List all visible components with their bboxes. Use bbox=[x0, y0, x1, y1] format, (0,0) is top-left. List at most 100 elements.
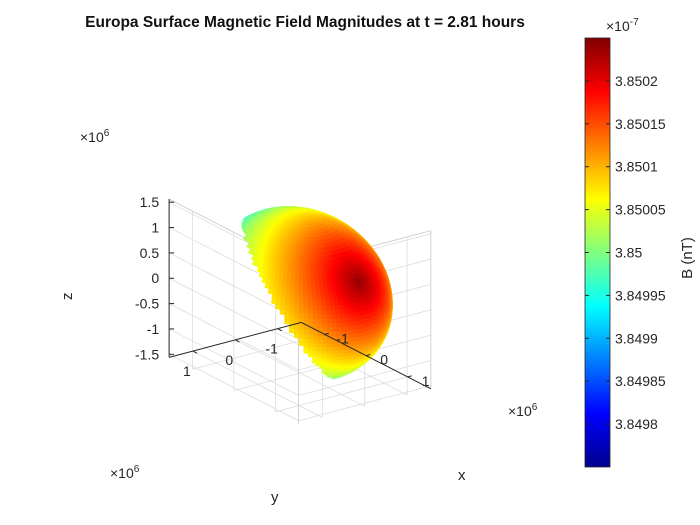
surface-patch bbox=[308, 330, 314, 336]
surface-patch bbox=[311, 356, 318, 361]
surface-patch bbox=[303, 299, 309, 305]
sphere-surface bbox=[241, 206, 393, 380]
surface-patch bbox=[307, 290, 313, 297]
z-tick-label: -1 bbox=[147, 321, 160, 337]
surface-patch bbox=[302, 267, 308, 274]
surface-patch bbox=[308, 313, 314, 319]
surface-patch bbox=[296, 239, 300, 244]
x-tick-label: 0 bbox=[380, 352, 388, 368]
x-axis-exponent: ×106 bbox=[508, 402, 538, 419]
surface-patch bbox=[316, 353, 323, 358]
colorbar-tick-label: 3.8501 bbox=[615, 159, 658, 175]
surface-patch bbox=[331, 318, 337, 324]
y-tick bbox=[235, 339, 240, 343]
y-axis-exponent: ×106 bbox=[110, 464, 140, 481]
surface-patch bbox=[312, 309, 319, 315]
surface-patch bbox=[330, 346, 337, 352]
surface-patch bbox=[325, 350, 332, 355]
surface-patch bbox=[294, 275, 300, 282]
surface-patch bbox=[298, 285, 304, 291]
surface-patch bbox=[317, 339, 324, 344]
surface-patch bbox=[312, 346, 319, 351]
surface-patch bbox=[344, 321, 350, 327]
surface-patch bbox=[308, 346, 314, 351]
surface-patch bbox=[312, 313, 319, 319]
surface-patch bbox=[317, 313, 324, 320]
surface-patch bbox=[295, 262, 300, 269]
y-tick bbox=[277, 328, 283, 332]
surface-patch bbox=[307, 299, 314, 306]
surface-patch bbox=[326, 313, 333, 320]
surface-patch bbox=[296, 246, 300, 252]
surface-patch bbox=[303, 317, 309, 323]
z-tick-label: 0.5 bbox=[140, 245, 160, 261]
surface-patch bbox=[326, 339, 333, 344]
surface-patch bbox=[331, 322, 338, 328]
surface-patch bbox=[317, 350, 323, 355]
surface-patch bbox=[322, 326, 329, 332]
surface-patch bbox=[302, 272, 308, 278]
surface-patch bbox=[308, 308, 314, 315]
surface-patch bbox=[312, 353, 318, 358]
surface-patch bbox=[317, 335, 324, 340]
z-tick-label: 1 bbox=[151, 220, 159, 236]
surface-patch bbox=[322, 339, 328, 344]
surface-patch bbox=[295, 266, 300, 273]
surface-patch bbox=[317, 309, 323, 315]
surface-patch bbox=[311, 290, 318, 297]
z-tick-label: 1.5 bbox=[140, 194, 160, 210]
surface-patch bbox=[299, 250, 303, 256]
surface-patch bbox=[326, 346, 332, 352]
surface-patch bbox=[321, 346, 328, 352]
surface-patch bbox=[298, 312, 305, 318]
surface-patch bbox=[327, 326, 333, 332]
surface-patch bbox=[308, 317, 314, 324]
chart-title: Europa Surface Magnetic Field Magnitudes… bbox=[85, 14, 525, 31]
surface-patch bbox=[326, 318, 333, 324]
surface-patch bbox=[321, 304, 328, 311]
z-tick-label: -1.5 bbox=[135, 346, 159, 362]
y-tick bbox=[192, 350, 198, 354]
surface-patch bbox=[331, 313, 337, 319]
surface-patch bbox=[298, 276, 304, 282]
colorbar-tick-label: 3.85 bbox=[615, 245, 642, 261]
y-axis-label: y bbox=[271, 489, 279, 506]
surface-patch bbox=[303, 290, 309, 296]
surface-patch bbox=[308, 334, 314, 340]
surface-patch bbox=[317, 346, 323, 352]
surface-patch bbox=[303, 334, 310, 340]
surface-patch bbox=[302, 276, 308, 283]
colorbar-tick-label: 3.85005 bbox=[615, 202, 666, 218]
surface-patch bbox=[294, 280, 300, 286]
surface-patch bbox=[313, 330, 319, 336]
surface-patch bbox=[336, 322, 342, 328]
surface-patch bbox=[325, 304, 332, 311]
surface-patch bbox=[295, 254, 300, 260]
surface-patch bbox=[321, 309, 328, 315]
grid-line bbox=[235, 339, 365, 407]
surface-patch bbox=[303, 330, 310, 336]
surface-patch bbox=[330, 309, 337, 315]
surface-patch bbox=[298, 271, 304, 278]
colorbar-exponent: ×10-7 bbox=[606, 17, 639, 34]
surface-patch bbox=[298, 303, 305, 310]
surface-patch bbox=[303, 303, 309, 310]
y-tick-label: -1 bbox=[265, 341, 278, 357]
surface-patch bbox=[298, 263, 304, 269]
surface-patch bbox=[307, 304, 314, 310]
surface-patch bbox=[302, 281, 308, 287]
x-tick bbox=[407, 375, 413, 378]
colorbar-tick-label: 3.8499 bbox=[615, 330, 658, 346]
z-axis-label: z bbox=[59, 293, 76, 301]
surface-patch bbox=[317, 322, 324, 328]
surface-patch bbox=[312, 317, 319, 324]
surface-patch bbox=[312, 304, 318, 310]
grid-line bbox=[192, 350, 323, 418]
surface-patch bbox=[326, 309, 332, 315]
surface-patch bbox=[294, 284, 300, 291]
surface-patch bbox=[312, 338, 319, 344]
surface-patch bbox=[295, 258, 300, 264]
surface-patch bbox=[307, 285, 313, 292]
y-tick-label: 0 bbox=[225, 352, 233, 368]
